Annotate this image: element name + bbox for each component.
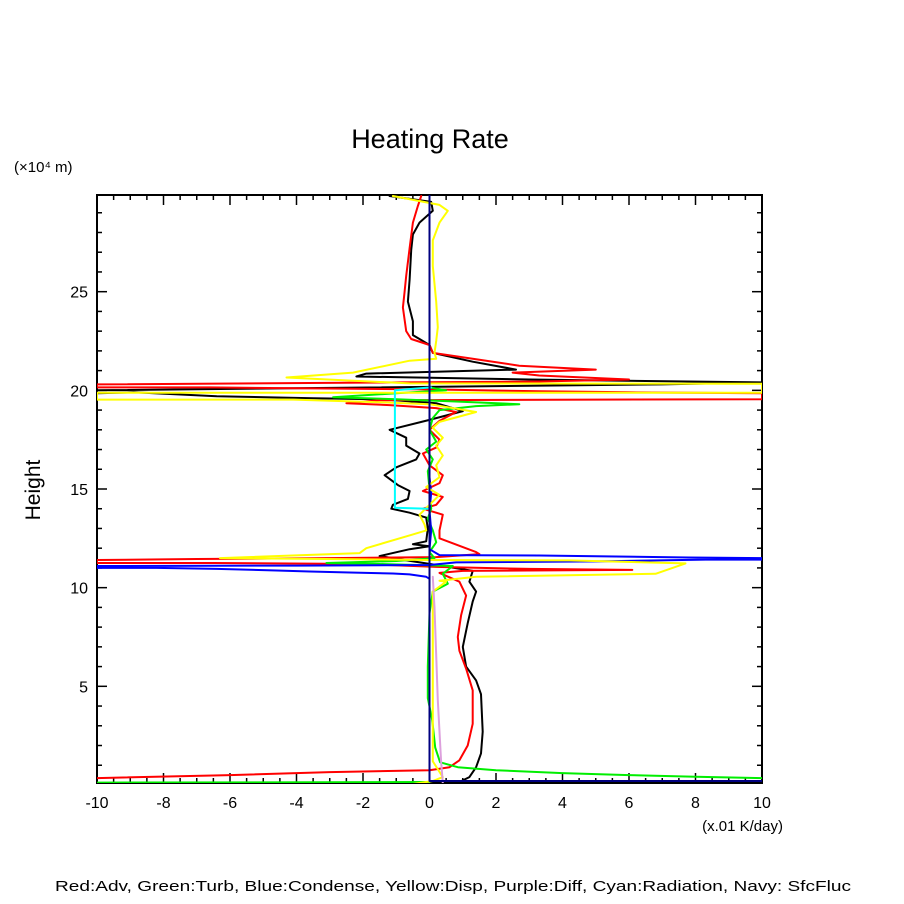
legend-caption: Red:Adv, Green:Turb, Blue:Condense, Yell…: [55, 879, 851, 895]
x-tick-label: 10: [753, 795, 771, 812]
series-line-red: [97, 195, 762, 780]
y-tick-label: 20: [70, 383, 88, 400]
series-line-yellow: [97, 195, 762, 783]
x-tick-label: 2: [492, 795, 501, 812]
series-line-blue: [97, 476, 762, 781]
x-tick-label: -2: [356, 795, 370, 812]
series-line-green: [97, 781, 431, 783]
axis-ticks: [96, 195, 763, 783]
x-tick-label: 0: [425, 795, 434, 812]
x-tick-label: -10: [85, 795, 108, 812]
y-axis-label: Height: [22, 459, 45, 520]
y-tick-label: 25: [70, 285, 88, 302]
series-group: [97, 195, 762, 783]
axis-tick-labels: -10 -8 -6 -4 -2 0 2 4 6 8 10 5 10 15 20 25: [70, 285, 771, 812]
chart-title: Heating Rate: [351, 124, 509, 154]
y-tick-label: 5: [79, 679, 88, 696]
x-tick-label: -8: [156, 795, 170, 812]
y-axis-unit: (×10⁴ m): [14, 159, 73, 176]
series-line-cyan: [393, 386, 433, 510]
x-tick-label: 6: [625, 795, 634, 812]
x-tick-label: 4: [558, 795, 567, 812]
x-tick-label: -6: [223, 795, 237, 812]
series-line-navy: [428, 195, 762, 782]
series-line-purple: [431, 575, 444, 783]
x-tick-label: 8: [691, 795, 700, 812]
y-tick-label: 10: [70, 581, 88, 598]
x-axis-unit: (x.01 K/day): [702, 818, 783, 835]
y-tick-label: 15: [70, 482, 88, 499]
x-tick-label: -4: [289, 795, 303, 812]
